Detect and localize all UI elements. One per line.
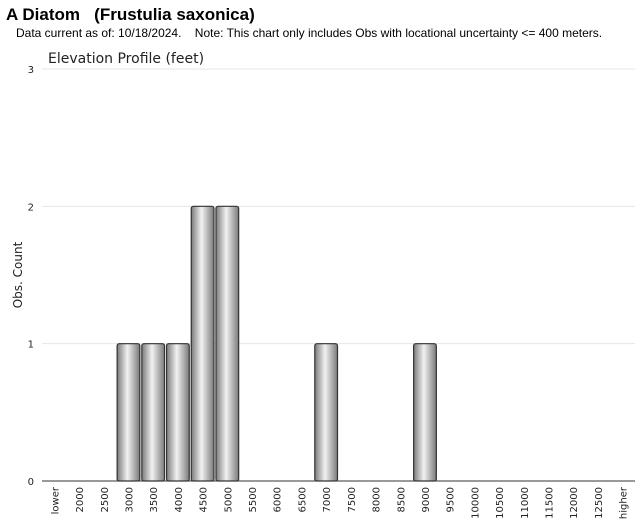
data-note: Data current as of: 10/18/2024. Note: Th… bbox=[16, 26, 603, 40]
x-tick-label: 11000 bbox=[520, 487, 531, 519]
x-tick-label: 9000 bbox=[421, 487, 432, 512]
x-tick-label: 9500 bbox=[446, 487, 457, 512]
x-tick-label: 11500 bbox=[545, 487, 556, 519]
x-tick-label: 10500 bbox=[495, 487, 506, 519]
x-tick-label: 8500 bbox=[396, 487, 407, 512]
x-tick-label: 3500 bbox=[149, 487, 160, 512]
x-tick-label: 4000 bbox=[174, 487, 185, 512]
bar-4000 bbox=[165, 343, 190, 482]
y-tick-label: 3 bbox=[28, 65, 34, 76]
x-tick-label: 5000 bbox=[223, 487, 234, 512]
bar-3500 bbox=[141, 343, 166, 482]
x-tick-label: 12500 bbox=[594, 487, 605, 519]
bar-3000 bbox=[116, 343, 141, 482]
bar-9000 bbox=[413, 343, 437, 482]
grid bbox=[42, 68, 635, 345]
chart-title: Elevation Profile (feet) bbox=[48, 51, 204, 67]
x-tick-label: 2500 bbox=[100, 487, 111, 512]
x-tick-label: 7500 bbox=[347, 487, 358, 512]
y-tick-label: 2 bbox=[28, 202, 34, 213]
y-axis-label: Obs. Count bbox=[11, 241, 25, 308]
axes: 0 1 2 3 lower 2000 2500 3000 3500 4000 4500 5000 550… bbox=[28, 65, 635, 519]
x-tick-label: higher bbox=[619, 486, 630, 519]
page-title: A Diatom (Frustulia saxonica) bbox=[6, 5, 255, 24]
x-tick-label: 2000 bbox=[75, 487, 86, 512]
x-tick-label: 4500 bbox=[199, 487, 210, 512]
x-tick-label: lower bbox=[50, 486, 61, 514]
x-tick-label: 5500 bbox=[248, 487, 259, 512]
y-tick-label: 1 bbox=[28, 340, 34, 351]
bar-5000 bbox=[215, 205, 240, 482]
x-tick-label: 6500 bbox=[297, 487, 308, 512]
x-tick-label: 3000 bbox=[124, 487, 135, 512]
bar-7000 bbox=[314, 343, 339, 482]
x-tick-label: 7000 bbox=[322, 487, 333, 512]
x-tick-label: 8000 bbox=[372, 487, 383, 512]
y-tick-label: 0 bbox=[28, 477, 34, 488]
bar-4500 bbox=[190, 205, 215, 482]
x-tick-label: 6000 bbox=[273, 487, 284, 512]
x-tick-label: 10000 bbox=[470, 487, 481, 519]
x-tick-label: 12000 bbox=[569, 487, 580, 519]
bars bbox=[116, 205, 437, 482]
